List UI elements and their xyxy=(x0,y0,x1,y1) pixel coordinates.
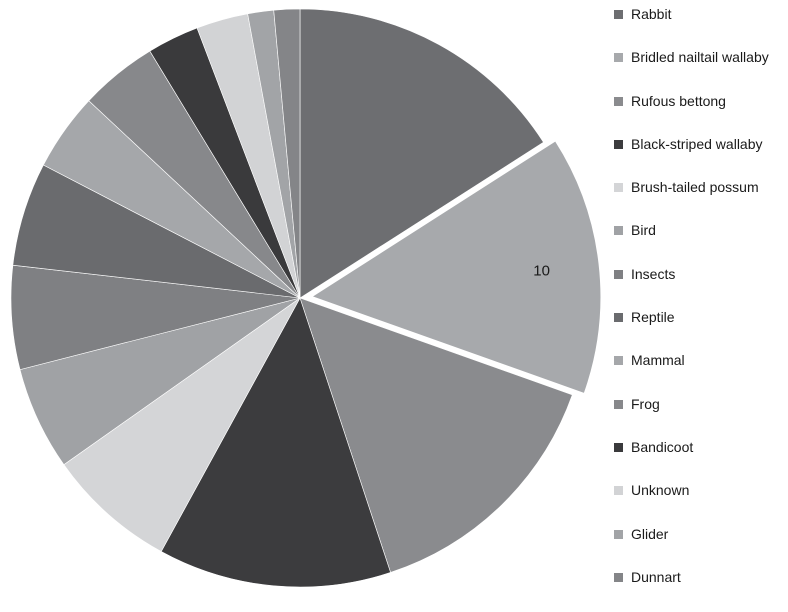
legend-swatch xyxy=(614,313,623,323)
pie-slices xyxy=(10,8,602,588)
legend-label: Bandicoot xyxy=(631,438,694,455)
legend-item-glider: Glider xyxy=(614,526,769,569)
pie-slice-bridled-nailtail-wallaby xyxy=(310,140,602,395)
legend-item-reptile: Reptile xyxy=(614,309,769,352)
legend-label: Bridled nailtail wallaby xyxy=(631,49,769,66)
legend-item-black-striped-wallaby: Black-striped wallaby xyxy=(614,136,769,179)
pie-data-labels: 10 xyxy=(533,262,550,279)
legend-swatch xyxy=(614,529,623,539)
legend-label: Rabbit xyxy=(631,6,672,22)
legend-swatch xyxy=(614,269,623,279)
legend-label: Brush-tailed possum xyxy=(631,179,759,196)
legend-swatch xyxy=(614,139,623,149)
legend-item-mammal: Mammal xyxy=(614,352,769,395)
legend-swatch xyxy=(614,183,623,193)
legend-swatch xyxy=(614,486,623,496)
legend-item-rabbit: Rabbit xyxy=(614,6,769,49)
legend-swatch xyxy=(614,399,623,409)
legend-item-bandicoot: Bandicoot xyxy=(614,439,769,482)
legend-label: Mammal xyxy=(631,352,685,369)
legend-swatch xyxy=(614,356,623,366)
legend-swatch xyxy=(614,96,623,106)
legend-item-bridled-nailtail-wallaby: Bridled nailtail wallaby xyxy=(614,49,769,92)
pie-slice-dunnart xyxy=(273,8,301,299)
legend-label: Unknown xyxy=(631,482,690,499)
legend-label: Dunnart xyxy=(631,568,681,585)
legend-label: Frog xyxy=(631,395,660,412)
legend-swatch xyxy=(614,226,623,236)
legend-item-frog: Frog xyxy=(614,396,769,439)
pie-slice-rabbit xyxy=(299,8,544,299)
chart-legend: Rabbit Bridled nailtail wallaby Rufous bet… xyxy=(614,6,769,612)
legend-item-brush-tailed-possum: Brush-tailed possum xyxy=(614,179,769,222)
legend-item-rufous-bettong: Rufous bettong xyxy=(614,93,769,136)
legend-item-insects: Insects xyxy=(614,266,769,309)
pie-chart: 10 xyxy=(10,8,602,588)
legend-item-unknown: Unknown xyxy=(614,482,769,525)
legend-label: Rufous bettong xyxy=(631,92,726,109)
legend-swatch xyxy=(614,572,623,582)
pie-slice-brush-tailed-possum xyxy=(63,297,301,552)
legend-label: Black-striped wallaby xyxy=(631,135,763,152)
legend-label: Insects xyxy=(631,265,676,282)
legend-item-bird: Bird xyxy=(614,222,769,265)
legend-label: Bird xyxy=(631,222,656,239)
legend-item-dunnart: Dunnart xyxy=(614,569,769,612)
pie-slice-black-striped-wallaby xyxy=(160,297,391,588)
data-label-bridled-nailtail-wallaby: 10 xyxy=(533,262,550,279)
legend-swatch xyxy=(614,442,623,452)
legend-label: Glider xyxy=(631,525,669,542)
legend-swatch xyxy=(614,53,623,63)
legend-swatch xyxy=(614,10,623,19)
legend-label: Reptile xyxy=(631,309,675,326)
